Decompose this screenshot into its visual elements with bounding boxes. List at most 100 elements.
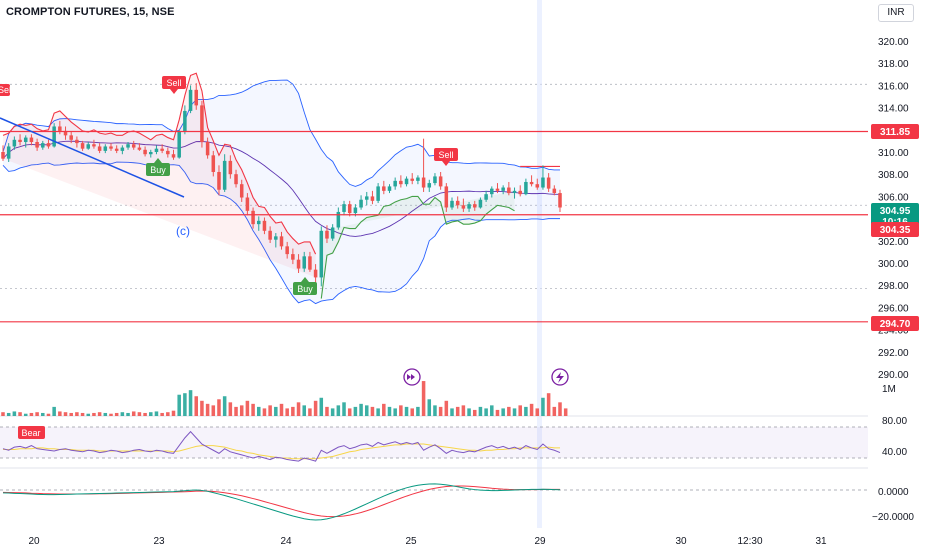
- volume-bar: [80, 412, 85, 416]
- candle-body: [438, 176, 443, 187]
- candle-body: [80, 143, 85, 149]
- candle-body: [137, 147, 142, 150]
- candle-body: [308, 256, 312, 270]
- volume-bar: [308, 408, 312, 416]
- wave-label: (c): [176, 224, 190, 238]
- candle-body: [382, 186, 386, 191]
- volume-bar: [438, 406, 443, 416]
- volume-bar: [222, 396, 227, 416]
- price-tick-label: 300.00: [878, 259, 909, 270]
- volume-bar: [364, 405, 369, 416]
- horizontal-levels[interactable]: [0, 130, 868, 323]
- candle-body: [257, 220, 261, 225]
- volume-bar: [131, 411, 136, 416]
- currency-selector[interactable]: INR: [878, 4, 914, 22]
- rsi-band-fill: [0, 427, 868, 458]
- band-fill: [3, 80, 560, 304]
- volume-bar: [501, 408, 505, 416]
- price-axis[interactable]: 320.00318.00316.00314.00312.00310.00308.…: [878, 37, 909, 381]
- support-far-price-badge: 294.70: [871, 316, 919, 331]
- candle-body: [501, 187, 505, 191]
- lower-band: [2, 161, 560, 305]
- candle-body: [552, 188, 557, 194]
- candle-body: [518, 190, 522, 195]
- volume-bar: [75, 412, 79, 416]
- fast-forward-icon[interactable]: [403, 368, 421, 386]
- sell-signal-text: Sell: [166, 78, 181, 88]
- lightning-icon[interactable]: [551, 368, 569, 386]
- candlestick-series[interactable]: [1, 83, 562, 287]
- candle-body: [467, 204, 471, 209]
- time-label: 31: [815, 536, 827, 547]
- candle-body: [234, 174, 238, 185]
- candle-body: [302, 256, 306, 269]
- candle-body: [200, 105, 204, 143]
- signal-line: [2, 485, 560, 518]
- volume-bar: [507, 406, 511, 416]
- candle-body: [177, 132, 181, 158]
- candle-body: [149, 152, 153, 155]
- volume-bar: [205, 403, 210, 416]
- candle-body: [427, 183, 432, 188]
- volume-bar: [296, 402, 301, 416]
- volume-bar: [86, 413, 91, 416]
- volume-bar: [6, 412, 11, 416]
- candle-body: [188, 89, 193, 111]
- volume-bar: [455, 406, 460, 416]
- candle-body: [97, 146, 102, 151]
- candle-body: [262, 220, 267, 231]
- candle-body: [143, 149, 147, 155]
- candle-body: [274, 236, 278, 240]
- candle-body: [245, 197, 250, 211]
- sell-signal-2: Sell: [434, 148, 458, 166]
- bull-line: [320, 195, 515, 299]
- candle-body: [160, 148, 164, 151]
- candle-body: [325, 230, 329, 239]
- candle-body: [183, 110, 187, 133]
- macd-lower-label: −20.0000: [872, 512, 914, 523]
- candle-body: [404, 178, 409, 185]
- price-tick-label: 306.00: [878, 192, 909, 203]
- candle-body: [313, 269, 318, 278]
- candle-body: [69, 135, 73, 140]
- candle-body: [41, 143, 45, 148]
- candle-body: [450, 200, 454, 208]
- candle-body: [461, 205, 466, 209]
- volume-bar: [239, 405, 244, 416]
- candle-body: [524, 181, 528, 195]
- candle-body: [353, 207, 358, 214]
- volume-bar: [410, 408, 414, 416]
- volume-bar: [234, 406, 238, 416]
- volume-bar: [336, 405, 341, 416]
- price-tick-label: 310.00: [878, 148, 909, 159]
- volume-bar: [18, 412, 22, 416]
- volume-bar: [558, 402, 562, 416]
- volume-bar: [154, 411, 159, 416]
- volume-bar: [541, 397, 545, 416]
- rsi-upper-label: 80.00: [882, 416, 907, 427]
- volume-bar: [512, 408, 517, 416]
- candle-body: [103, 146, 108, 151]
- candle-body: [239, 184, 244, 198]
- macd-pane: [0, 483, 868, 521]
- candle-body: [126, 144, 130, 148]
- price-tick-label: 302.00: [878, 237, 909, 248]
- time-axis[interactable]: 20 23 24 25 29 30 12:30 31: [28, 536, 827, 547]
- candle-body: [399, 180, 403, 185]
- volume-bar: [342, 402, 346, 416]
- bear-signal: Bear: [18, 426, 45, 439]
- price-tick-label: 308.00: [878, 170, 909, 181]
- volume-bar: [291, 406, 295, 416]
- candle-body: [6, 146, 11, 159]
- price-tick-label: 318.00: [878, 59, 909, 70]
- candle-body: [455, 200, 460, 206]
- candle-body: [376, 186, 380, 201]
- symbol-title[interactable]: CROMPTON FUTURES, 15, NSE: [6, 6, 175, 18]
- volume-bar: [126, 412, 130, 416]
- volume-bar: [478, 406, 483, 416]
- volume-bar: [52, 406, 56, 416]
- bollinger-bands: [2, 79, 560, 305]
- volume-bar: [1, 412, 5, 416]
- price-tick-label: 296.00: [878, 303, 909, 314]
